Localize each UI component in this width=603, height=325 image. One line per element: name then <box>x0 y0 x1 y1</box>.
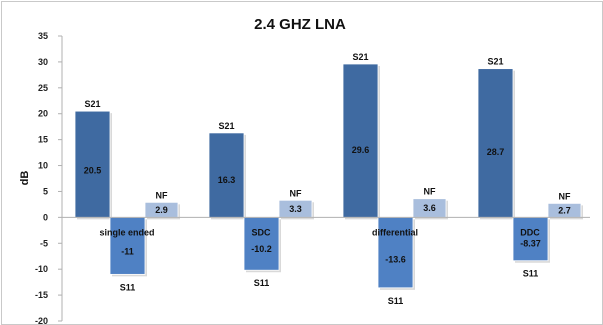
series-label: S21 <box>218 121 234 131</box>
value-label: 3.6 <box>423 203 436 213</box>
value-label: 3.3 <box>289 204 302 214</box>
y-tick-label: 15 <box>38 135 48 145</box>
bar-s11 <box>377 216 414 289</box>
series-label: NF <box>559 191 571 201</box>
series-label: NF <box>290 188 302 198</box>
value-label: -13.6 <box>385 255 406 265</box>
value-label: 20.5 <box>84 166 102 176</box>
category-label: DDC <box>520 227 540 237</box>
value-label: 2.9 <box>155 205 168 215</box>
y-tick-label: 30 <box>38 57 48 67</box>
y-axis-label: dB <box>19 171 31 186</box>
series-label: NF <box>156 190 168 200</box>
category-label: SDC <box>251 227 271 237</box>
series-label: S11 <box>254 278 270 288</box>
y-tick-label: 5 <box>43 186 48 196</box>
bar-group: S21 28.7 S11 -8.37 NF 2.7 DDC <box>477 57 583 279</box>
series-label: S11 <box>388 296 404 306</box>
y-tick-label: -10 <box>35 264 48 274</box>
y-tick-label: 10 <box>38 161 48 171</box>
y-axis-ticks: 35 30 25 20 15 10 5 0 -5 -10 -15 -20 <box>35 31 62 325</box>
bar-group: S21 16.3 S11 -10.2 NF 3.3 SDC <box>208 121 314 288</box>
value-label: -10.2 <box>251 244 272 254</box>
y-tick-label: 35 <box>38 31 48 41</box>
bar-s21 <box>74 110 111 218</box>
series-label: S21 <box>487 57 503 67</box>
bar-group: S21 20.5 S11 -11 NF 2.9 single ended <box>74 99 180 292</box>
series-label: S11 <box>120 282 136 292</box>
bar-s21 <box>208 132 245 218</box>
value-label: 28.7 <box>487 147 505 157</box>
chart-title: 2.4 GHZ LNA <box>254 16 346 33</box>
value-label: 29.6 <box>352 145 370 155</box>
bar-s21 <box>342 63 379 218</box>
bar-group: S21 29.6 S11 -13.6 NF 3.6 differential <box>342 52 448 306</box>
series-label: NF <box>424 187 436 197</box>
series-label: S21 <box>352 52 368 62</box>
value-label: 16.3 <box>218 175 236 185</box>
y-tick-label: -5 <box>40 238 48 248</box>
y-tick-label: 25 <box>38 83 48 93</box>
y-tick-label: -15 <box>35 290 48 300</box>
y-tick-label: -20 <box>35 316 48 325</box>
y-tick-label: 20 <box>38 109 48 119</box>
value-label: 2.7 <box>558 205 571 215</box>
category-label: single ended <box>99 227 154 237</box>
bar-s11 <box>512 216 549 262</box>
bar-groups: S21 20.5 S11 -11 NF 2.9 single ended S21 16.3 S11… <box>74 52 583 306</box>
category-label: differential <box>372 227 418 237</box>
bar-s11 <box>243 216 280 271</box>
value-label: -8.37 <box>520 238 541 248</box>
value-label: -11 <box>121 247 134 257</box>
bar-s21 <box>477 68 514 218</box>
series-label: S21 <box>84 99 100 109</box>
series-label: S11 <box>523 269 539 279</box>
y-tick-label: 0 <box>43 212 48 222</box>
